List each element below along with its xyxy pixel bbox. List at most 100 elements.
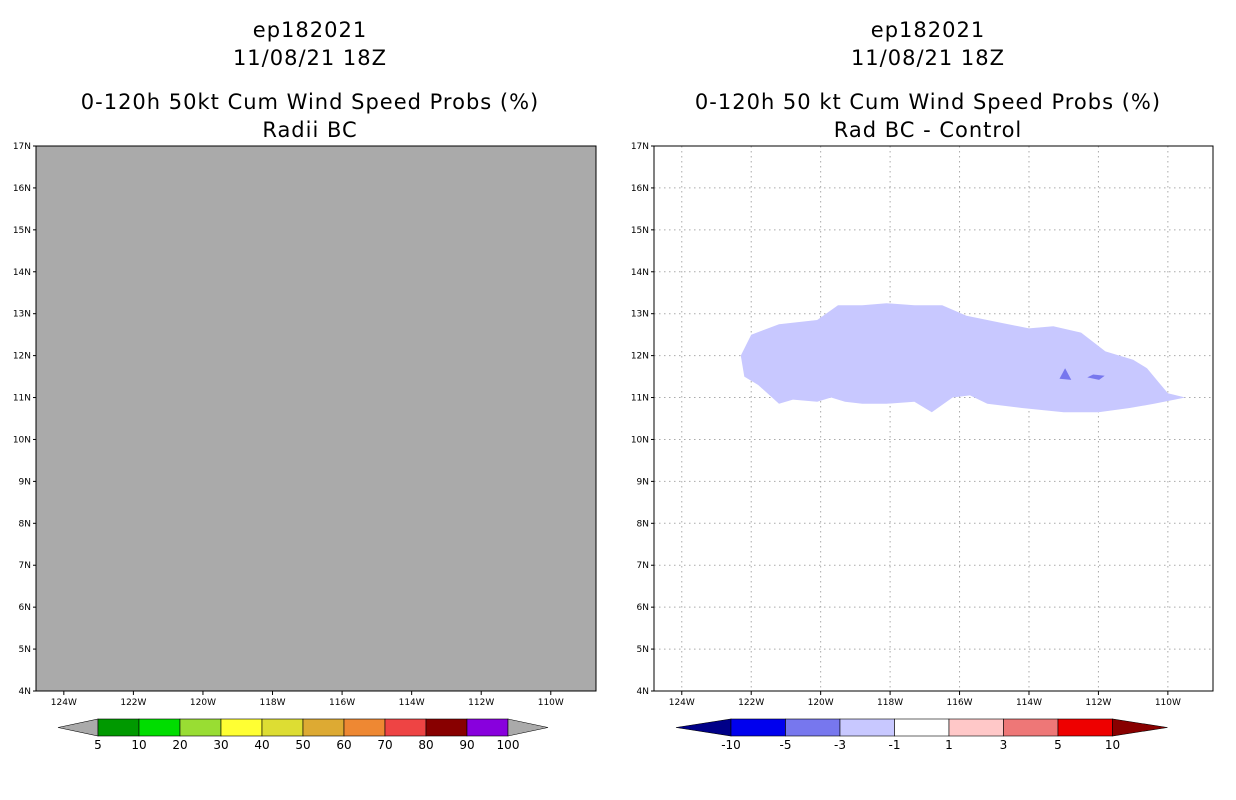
colorbar-segment	[894, 718, 950, 737]
x-tick-label: 114W	[399, 698, 425, 708]
colorbar-segment	[425, 718, 468, 737]
y-tick-label: 12N	[13, 352, 31, 362]
colorbar-label: -1	[889, 738, 901, 752]
colorbar-over-arrow	[1112, 718, 1168, 737]
left-chart-subtitle: Radii BC	[262, 118, 358, 142]
colorbar-segment	[785, 718, 841, 737]
colorbar-under-arrow	[675, 718, 732, 737]
plot-area	[36, 146, 596, 691]
colorbar-segment	[302, 718, 345, 737]
right-storm-id: ep182021	[870, 18, 986, 42]
colorbar-label: 100	[497, 738, 520, 752]
y-tick-label: 10N	[631, 435, 649, 445]
colorbar-segment	[384, 718, 427, 737]
colorbar-label: 10	[131, 738, 146, 752]
x-tick-label: 118W	[259, 698, 285, 708]
colorbar-label: 20	[172, 738, 187, 752]
x-tick-label: 112W	[468, 698, 494, 708]
plot-area	[654, 146, 1213, 691]
colorbar-label: 30	[213, 738, 228, 752]
colorbar-segment	[220, 718, 263, 737]
right-chart-subtitle: Rad BC - Control	[833, 118, 1023, 142]
right-datetime: 11/08/21 18Z	[850, 46, 1006, 70]
y-tick-label: 4N	[637, 687, 649, 697]
x-tick-label: 122W	[738, 698, 764, 708]
y-tick-label: 5N	[19, 645, 31, 655]
right-chart-title: 0-120h 50 kt Cum Wind Speed Probs (%)	[694, 90, 1162, 114]
x-tick-label: 112W	[1085, 698, 1111, 708]
y-tick-label: 4N	[19, 687, 31, 697]
colorbar-label: 50	[295, 738, 310, 752]
x-tick-label: 116W	[329, 698, 355, 708]
left-datetime: 11/08/21 18Z	[232, 46, 388, 70]
y-tick-label: 11N	[631, 394, 649, 404]
y-tick-label: 7N	[19, 561, 31, 571]
colorbar-label: 70	[377, 738, 392, 752]
x-tick-label: 120W	[190, 698, 216, 708]
colorbar-segment	[948, 718, 1004, 737]
chart-panel-2: 124W 122W 120W 118W 116W 114W 112W 110W 4N 5N 6N 7N…	[631, 142, 1214, 752]
y-tick-label: 13N	[631, 310, 649, 320]
colorbar-segment	[839, 718, 895, 737]
colorbar-segment	[138, 718, 181, 737]
y-tick-label: 16N	[631, 184, 649, 194]
colorbar-label: 90	[459, 738, 474, 752]
y-tick-label: 17N	[631, 142, 649, 152]
x-tick-label: 116W	[947, 698, 973, 708]
colorbar-label: -5	[780, 738, 792, 752]
y-tick-label: 17N	[13, 142, 31, 152]
colorbar-segment	[261, 718, 304, 737]
data-region	[740, 303, 1186, 413]
y-tick-label: 8N	[19, 519, 31, 529]
y-tick-label: 7N	[637, 561, 649, 571]
x-tick-label: 118W	[877, 698, 903, 708]
x-tick-label: 124W	[669, 698, 695, 708]
y-tick-label: 6N	[637, 603, 649, 613]
colorbar-segment	[97, 718, 140, 737]
y-tick-label: 12N	[631, 352, 649, 362]
y-tick-label: 15N	[13, 226, 31, 236]
left-chart-title: 0-120h 50kt Cum Wind Speed Probs (%)	[80, 90, 540, 114]
y-tick-label: 9N	[19, 477, 31, 487]
y-tick-label: 14N	[13, 268, 31, 278]
colorbar-segment	[179, 718, 222, 737]
colorbar-segment	[1057, 718, 1113, 737]
left-storm-id: ep182021	[252, 18, 368, 42]
plot-frame	[653, 145, 1214, 692]
x-tick-label: 124W	[51, 698, 77, 708]
colorbar-label: 5	[94, 738, 102, 752]
x-tick-label: 120W	[808, 698, 834, 708]
y-tick-label: 15N	[631, 226, 649, 236]
y-tick-label: 8N	[637, 519, 649, 529]
y-tick-label: 10N	[13, 435, 31, 445]
x-tick-label: 110W	[1155, 698, 1181, 708]
colorbar-label: 80	[418, 738, 433, 752]
y-tick-label: 9N	[637, 477, 649, 487]
x-tick-label: 114W	[1016, 698, 1042, 708]
colorbar-segment	[466, 718, 509, 737]
y-tick-label: 6N	[19, 603, 31, 613]
colorbar-over-arrow	[507, 718, 549, 737]
colorbar-label: 5	[1054, 738, 1062, 752]
chart-panel-1: 124W 122W 120W 118W 116W 114W 112W 110W 4N 5N 6N 7N…	[13, 142, 597, 752]
colorbar-label: 3	[1000, 738, 1008, 752]
colorbar-label: 1	[945, 738, 953, 752]
colorbar-under-arrow	[57, 718, 99, 737]
y-tick-label: 14N	[631, 268, 649, 278]
x-tick-label: 122W	[120, 698, 146, 708]
data-region	[1059, 368, 1072, 380]
colorbar-label: 60	[336, 738, 351, 752]
data-region	[1087, 374, 1105, 380]
colorbar-label: 10	[1105, 738, 1120, 752]
colorbar-label: -10	[721, 738, 741, 752]
y-tick-label: 16N	[13, 184, 31, 194]
x-tick-label: 110W	[538, 698, 564, 708]
colorbar-segment	[730, 718, 786, 737]
y-tick-label: 13N	[13, 310, 31, 320]
plot-frame	[35, 145, 597, 692]
colorbar-label: -3	[834, 738, 846, 752]
colorbar-segment	[1003, 718, 1059, 737]
colorbar-label: 40	[254, 738, 269, 752]
colorbar-segment	[343, 718, 386, 737]
